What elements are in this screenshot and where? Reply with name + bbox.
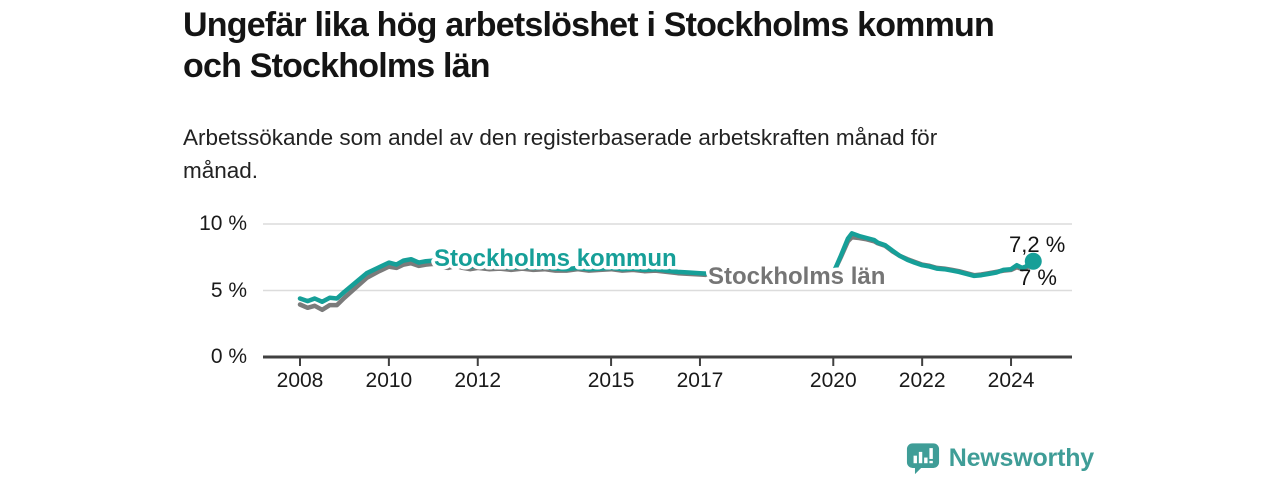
title-line-1: Ungefär lika hög arbetslöshet i Stockhol… (183, 6, 995, 44)
kommun-endpoint-dot (1024, 252, 1042, 270)
logo-bars (913, 448, 933, 464)
lan-series-label: Stockholms län (708, 263, 885, 290)
x-axis-tick-label: 2017 (676, 369, 724, 392)
page-title: Ungefär lika hög arbetslöshet i Stockhol… (183, 5, 1123, 87)
subtitle-line-1: Arbetssökande som andel av den registerb… (183, 125, 938, 150)
chart-subtitle: Arbetssökande som andel av den registerb… (183, 121, 1063, 187)
kommun-series-label: Stockholms kommun (434, 245, 677, 272)
newsworthy-logo-icon (906, 443, 939, 475)
kommun-series-line (297, 231, 1036, 305)
title-line-2: och Stockholms län (183, 47, 491, 85)
newsworthy-logo: Newsworthy (906, 442, 1094, 475)
gridlines (263, 223, 1072, 292)
x-axis (263, 355, 1072, 366)
x-axis-tick-label: 2020 (809, 369, 857, 392)
x-axis-tick-label: 2022 (898, 369, 946, 392)
y-axis-tick-label: 0 % (210, 345, 247, 368)
kommun-end-value-label: 7,2 % (1009, 232, 1066, 257)
lan-end-value-label: 7 % (1019, 265, 1057, 290)
x-axis-tick-label: 2024 (987, 369, 1035, 392)
brand-name: Newsworthy (948, 444, 1094, 472)
subtitle-line-2: månad. (183, 158, 259, 183)
x-axis-tick-label: 2008 (276, 369, 324, 392)
x-axis-tick-label: 2012 (454, 369, 502, 392)
y-axis-tick-label: 5 % (210, 278, 247, 302)
x-axis-tick-label: 2015 (587, 369, 635, 392)
y-axis-tick-label: 10 % (199, 212, 247, 235)
x-axis-tick-label: 2010 (365, 369, 413, 392)
